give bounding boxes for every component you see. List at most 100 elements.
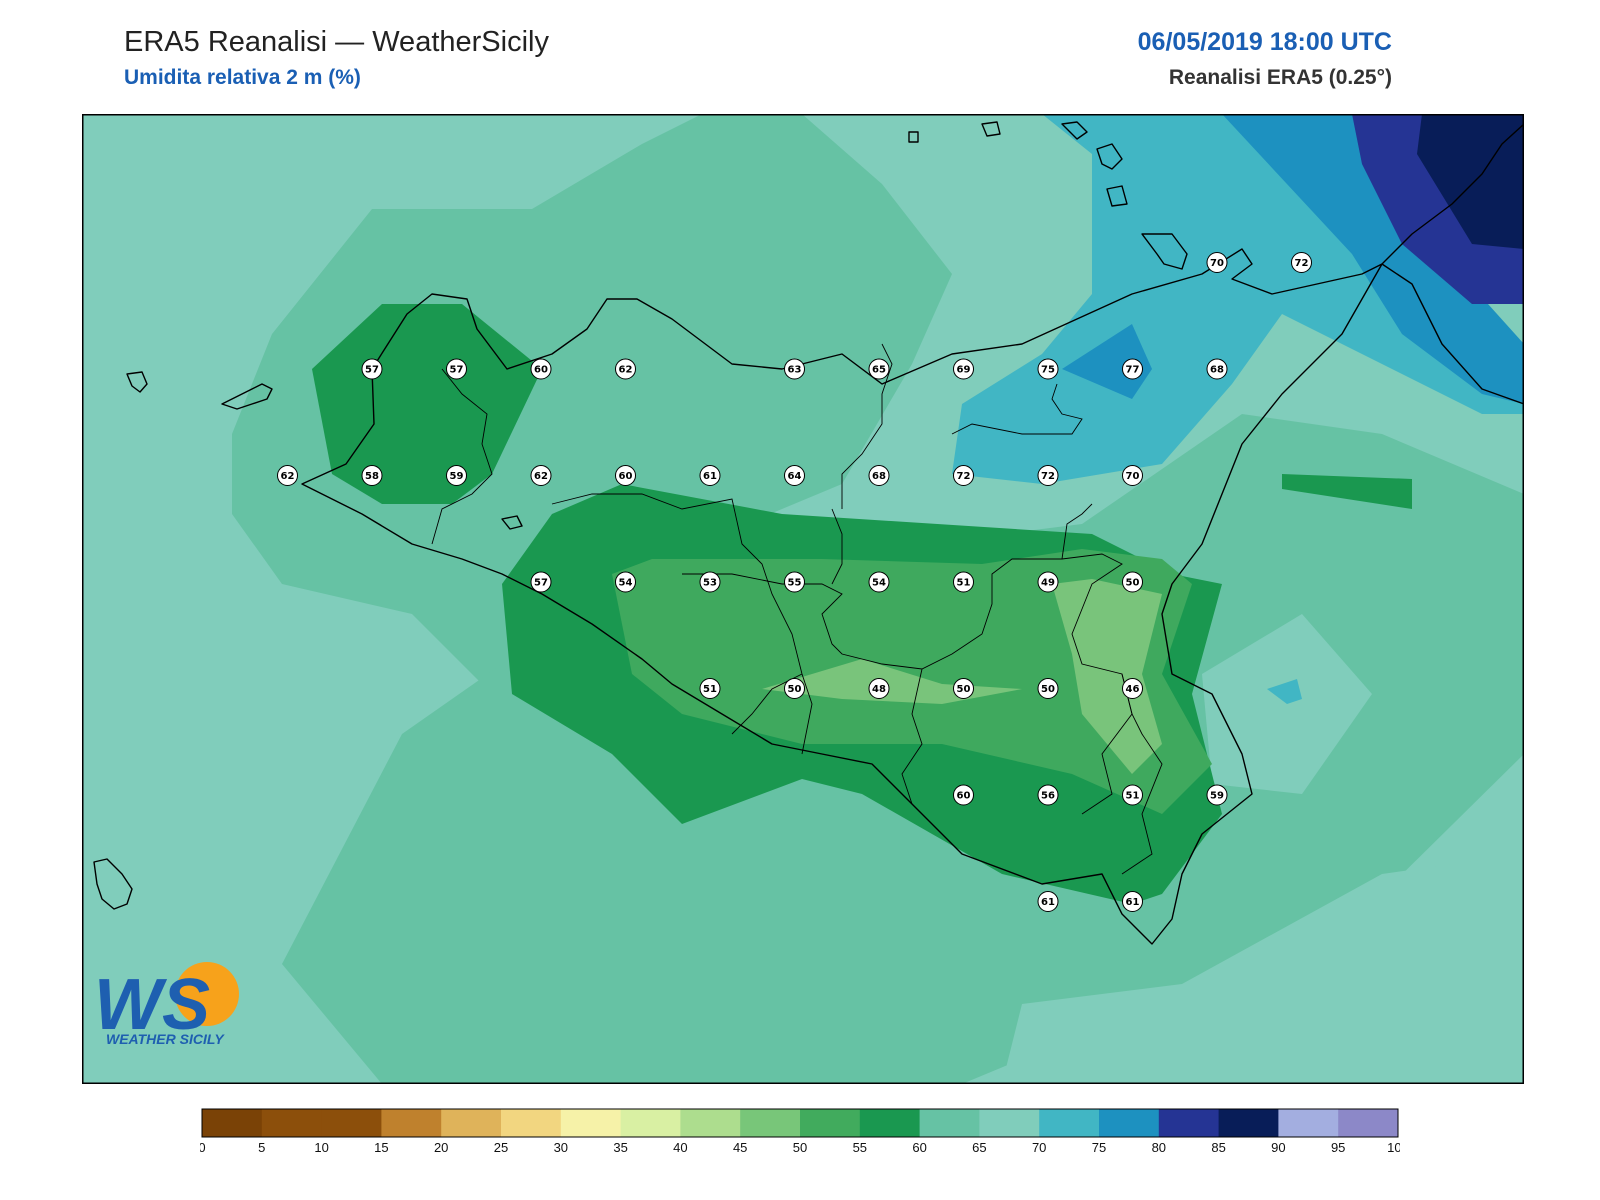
colorbar-swatch: [560, 1109, 622, 1137]
station-value: 62: [281, 471, 295, 482]
logo-sun-icon: [175, 962, 239, 1026]
colorbar-swatch: [441, 1109, 502, 1137]
station-circle: [1037, 891, 1059, 912]
station-value: 63: [788, 365, 802, 376]
colorbar-swatch: [1278, 1109, 1339, 1137]
colorbar-ticks: 0 5 10 15 20 25 30 35 40 45 50 55 60 65 70 75 80 85 90 95 10…: [200, 1140, 1400, 1155]
station-marker: 62: [530, 465, 552, 486]
station-marker: 55: [784, 571, 805, 593]
station-marker: 61: [1037, 891, 1059, 912]
station-circle: [1037, 678, 1059, 699]
station-circle: [699, 465, 721, 486]
station-marker: 57: [530, 571, 552, 593]
station-circle: [1291, 252, 1312, 273]
colorbar-tick-label: 30: [554, 1140, 568, 1155]
station-value: 72: [1041, 471, 1055, 482]
colorbar-tick-label: 90: [1271, 1140, 1285, 1155]
station-marker: 62: [615, 358, 636, 380]
valid-datetime: 06/05/2019 18:00 UTC: [1137, 28, 1392, 56]
station-circle: [1037, 784, 1059, 806]
colorbar-swatch: [1039, 1109, 1100, 1137]
band-65-70-se: [1002, 854, 1524, 1084]
station-value: 57: [534, 578, 548, 589]
station-circle: [615, 465, 636, 486]
colorbar-swatch: [680, 1109, 741, 1137]
colorbar-swatch: [1099, 1109, 1160, 1137]
station-value: 77: [1126, 365, 1140, 376]
colorbar-swatch: [261, 1109, 323, 1137]
colorbar-tick-label: 20: [434, 1140, 448, 1155]
station-value: 65: [872, 365, 886, 376]
map-title: ERA5 Reanalisi — WeatherSicily: [124, 26, 549, 58]
station-marker: 70: [1122, 465, 1143, 486]
station-marker: 50: [784, 678, 805, 699]
station-circle: [868, 358, 890, 380]
station-marker: 54: [615, 571, 636, 593]
band-70-75: [952, 114, 1524, 484]
station-value: 72: [957, 471, 971, 482]
station-marker: 50: [953, 678, 974, 699]
station-marker: 63: [784, 358, 805, 380]
band-60-65: [232, 114, 952, 714]
station-circle: [615, 571, 636, 593]
station-circle: [530, 358, 552, 380]
colorbar-tick-label: 70: [1032, 1140, 1046, 1155]
station-value: 61: [703, 471, 717, 482]
station-marker: 57: [446, 358, 467, 380]
station-circle: [1206, 252, 1228, 273]
station-value: 62: [619, 365, 633, 376]
station-value: 64: [788, 471, 802, 482]
station-circle: [530, 465, 552, 486]
station-value: 68: [1210, 365, 1224, 376]
colorbar-tick-label: 80: [1152, 1140, 1166, 1155]
station-value: 50: [1041, 684, 1055, 695]
station-value: 59: [450, 471, 464, 482]
station-value: 54: [872, 578, 886, 589]
station-marker: 59: [446, 465, 467, 486]
band-75-80-small: [1267, 679, 1302, 704]
station-marker: 54: [868, 571, 890, 593]
colorbar-tick-label: 25: [494, 1140, 508, 1155]
station-circle: [784, 678, 805, 699]
station-marker: 75: [1037, 358, 1059, 380]
colorbar-tick-label: 65: [972, 1140, 986, 1155]
station-value: 70: [1126, 471, 1140, 482]
station-circle: [953, 465, 974, 486]
station-marker: 60: [615, 465, 636, 486]
band-75-80: [1222, 114, 1524, 404]
colorbar-swatch: [740, 1109, 801, 1137]
station-circle: [1122, 571, 1143, 593]
station-marker: 72: [953, 465, 974, 486]
station-marker: 68: [1206, 358, 1228, 380]
colorbar-swatches: [201, 1108, 1399, 1138]
station-value: 57: [450, 365, 464, 376]
station-marker: 70: [1206, 252, 1228, 273]
band-85-90: [1417, 114, 1524, 249]
station-circle: [1122, 358, 1143, 380]
colorbar-tick-label: 50: [793, 1140, 807, 1155]
colorbar-legend: 0 5 10 15 20 25 30 35 40 45 50 55 60 65 70 75 80 85 90 95 10…: [200, 1108, 1400, 1155]
station-value: 68: [872, 471, 886, 482]
station-marker: 51: [1122, 784, 1143, 806]
colorbar-swatch: [919, 1109, 980, 1137]
station-value: 50: [1126, 578, 1140, 589]
data-source: Reanalisi ERA5 (0.25°): [1168, 66, 1392, 89]
station-circle: [277, 465, 298, 486]
station-marker: 51: [699, 678, 721, 699]
logo-mark: WS: [94, 965, 210, 1045]
map-frame: [82, 114, 1524, 1084]
colorbar-swatch: [202, 1109, 263, 1137]
station-circle: [1037, 465, 1059, 486]
colorbar-swatch: [620, 1109, 681, 1137]
colorbar-swatch: [321, 1109, 382, 1137]
station-value: 57: [365, 365, 379, 376]
colorbar-swatch: [859, 1109, 921, 1137]
station-marker: 51: [953, 571, 974, 593]
station-circle: [953, 358, 974, 380]
station-circle: [868, 678, 890, 699]
station-circle: [1122, 678, 1143, 699]
station-value: 62: [534, 471, 548, 482]
colorbar-tick-label: 75: [1092, 1140, 1106, 1155]
station-marker: 58: [361, 465, 383, 486]
colorbar-swatch: [501, 1109, 562, 1137]
